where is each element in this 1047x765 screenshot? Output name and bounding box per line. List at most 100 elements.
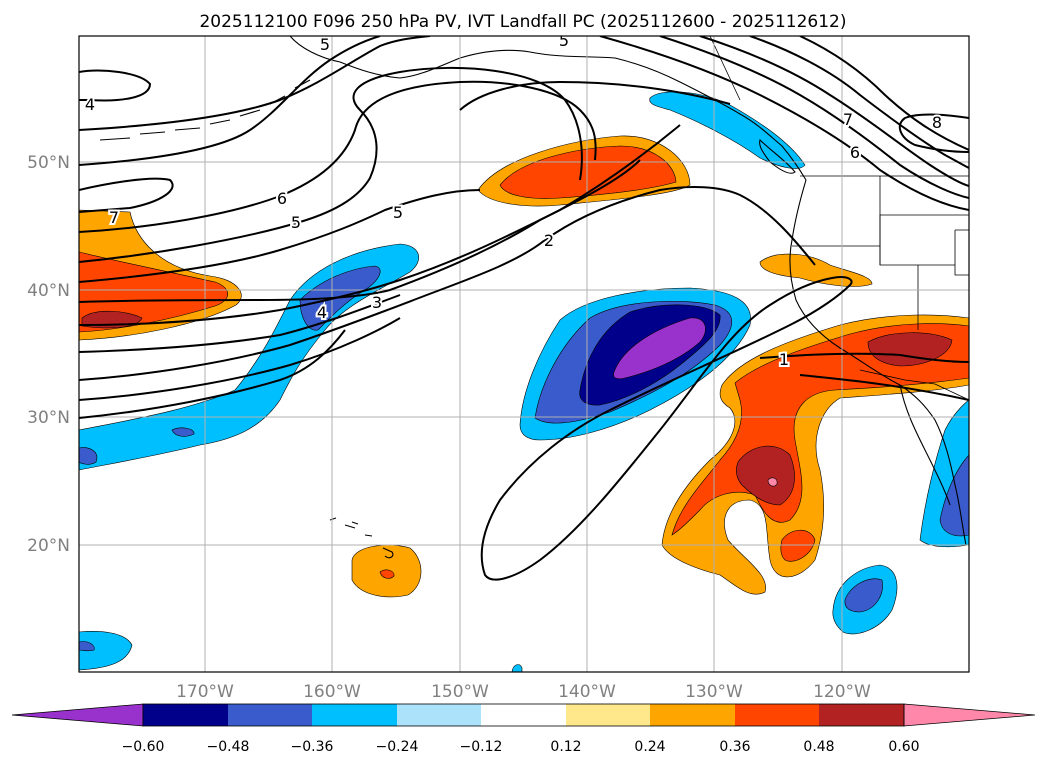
contour-label: 5 (320, 35, 330, 54)
neg-blob-central-max (613, 317, 706, 380)
colorbar-tick-label: 0.48 (803, 739, 834, 755)
contour-3b (79, 124, 681, 326)
lat-label: 40°N (27, 281, 70, 301)
border-state-5 (954, 229, 969, 276)
colorbar-arrow-left (11, 703, 144, 727)
contour-label: 3 (372, 293, 382, 312)
pos-blob-gulf-inner (499, 145, 677, 199)
lon-label: 120°W (813, 682, 871, 702)
neg-band-west-mid (79, 447, 98, 465)
contour-3c (79, 294, 401, 353)
contour-label: 4 (85, 95, 95, 114)
shaded-field-positive (79, 135, 969, 598)
colorbar-tick-label: −0.48 (207, 739, 250, 755)
colorbar-tick-label: −0.60 (122, 739, 165, 755)
neg-blob-southwest-corner (79, 631, 133, 671)
contour-label: 5 (291, 213, 301, 232)
contour-8 (898, 113, 969, 153)
pos-blob-mexico-core (736, 445, 795, 506)
map-area: 4 5 5 7 8 6 6 5 5 2 7 4 3 1 (79, 31, 969, 672)
contour-5-west (79, 36, 381, 166)
border-alaska-canada (709, 36, 741, 101)
colorbar-segment (397, 704, 481, 726)
contour-label: 5 (559, 31, 569, 50)
colorbar-tick-label: 0.60 (888, 739, 919, 755)
contour-ring-top-1 (79, 36, 431, 131)
pv-contours (79, 36, 969, 581)
coast-alaska (289, 36, 807, 181)
lon-label: 150°W (431, 682, 489, 702)
contour-6 (79, 80, 597, 233)
colorbar-tick-label: 0.12 (550, 739, 581, 755)
contour-mid-arc (459, 80, 731, 111)
pos-blob-hawaii-core (379, 569, 395, 579)
colorbar-segment (566, 704, 650, 726)
colorbar-segment (228, 704, 312, 726)
contour-1-east (759, 352, 969, 363)
border-us-mexico (859, 369, 969, 401)
lon-label: 140°W (558, 682, 616, 702)
contour-label-group: 4 5 5 7 8 6 6 5 5 2 7 4 3 1 (83, 31, 944, 371)
contour-label: 1 (779, 350, 789, 369)
colorbar-tick-label: 0.24 (634, 739, 665, 755)
coast-aleutians (99, 79, 311, 141)
colorbar: −0.60 −0.48 −0.36 −0.24 −0.12 0.12 0.24 … (11, 703, 1036, 755)
contour-1 (480, 276, 853, 581)
colorbar-tick-label: 0.36 (719, 739, 750, 755)
contour-label: 6 (277, 189, 287, 208)
contour-label: 7 (109, 208, 119, 227)
lon-label: 130°W (685, 682, 743, 702)
contour-ne-4 (749, 36, 969, 169)
contour-ring-4-west (79, 69, 152, 102)
neg-blob-mexico-east-mid (939, 454, 969, 537)
contour-ring-west (79, 177, 174, 213)
pos-blob-coast (759, 253, 873, 287)
colorbar-outline (142, 703, 905, 727)
contour-label: 7 (843, 110, 853, 129)
contour-2c (79, 329, 346, 419)
neg-blob-bottom-edge (511, 664, 523, 672)
contour-label: 8 (932, 113, 942, 132)
colorbar-tick-label: −0.12 (460, 739, 503, 755)
colorbar-segment (650, 704, 735, 726)
colorbar-segment (481, 704, 566, 726)
map-frame (78, 35, 970, 673)
contour-label: 5 (393, 203, 403, 222)
contour-ne-2 (659, 36, 969, 199)
contour-label: 6 (850, 143, 860, 162)
pos-blob-southwest-core (867, 332, 953, 367)
coast-hawaii (329, 517, 394, 559)
lat-label: 30°N (27, 408, 70, 428)
lon-label: 160°W (303, 682, 361, 702)
lon-label: 170°W (176, 682, 234, 702)
colorbar-segment (312, 704, 397, 726)
lat-label: 50°N (27, 153, 70, 173)
coastlines (99, 36, 967, 559)
coast-baja (899, 384, 951, 506)
contour-ne-1 (599, 36, 969, 211)
neg-blob-corner-mid (79, 641, 95, 652)
border-state-3 (879, 214, 969, 265)
colorbar-tick-label: −0.36 (291, 739, 334, 755)
contour-2b (79, 317, 401, 401)
neg-blob-south-mid (844, 578, 883, 613)
contour-2 (79, 186, 816, 381)
colorbar-tick-label: −0.24 (376, 739, 419, 755)
colorbar-arrow-right (903, 703, 1036, 727)
colorbar-segment (143, 704, 228, 726)
colorbar-segment (819, 704, 904, 726)
contour-label: 2 (544, 231, 554, 250)
borders (709, 36, 969, 401)
longitude-labels: 170°W 160°W 150°W 140°W 130°W 120°W (176, 682, 871, 702)
contour-4 (79, 189, 481, 283)
shaded-field-negative (79, 91, 969, 672)
lat-label: 20°N (27, 536, 70, 556)
latitude-labels: 50°N 40°N 30°N 20°N (27, 153, 70, 556)
contour-1-east-b (799, 374, 969, 401)
coast-hawaii-inner (351, 521, 359, 525)
map-title: 2025112100 F096 250 hPa PV, IVT Landfall… (199, 12, 846, 32)
pos-blob-baja (780, 529, 816, 562)
contour-label: 4 (317, 303, 327, 322)
pos-blob-mexico-max (767, 477, 778, 487)
